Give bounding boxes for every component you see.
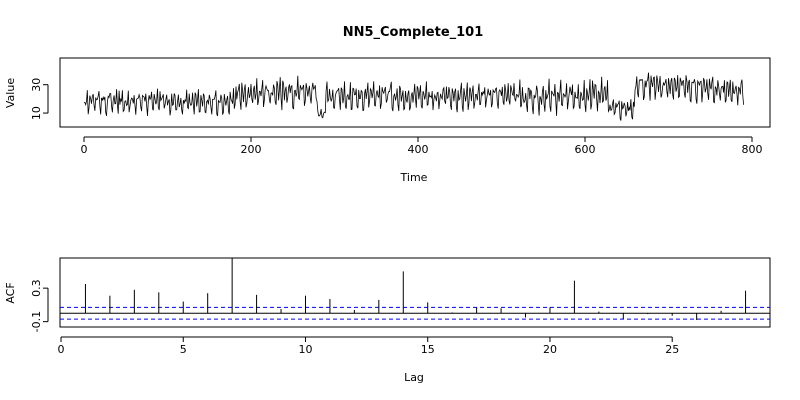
acf-plot-panel: 0 5 10 15 20 25 -0.1 0.3 [30, 257, 771, 356]
acf-x-tick-label: 10 [298, 343, 312, 356]
acf-x-tick-label: 25 [665, 343, 679, 356]
acf-xlabel: Lag [404, 371, 424, 384]
ts-plot-panel: 0 200 400 600 800 10 30 [30, 57, 771, 156]
ts-xlabel: Time [400, 171, 428, 184]
ts-title: NN5_Complete_101 [343, 25, 484, 40]
ts-x-tick-label: 200 [241, 143, 262, 156]
ts-ylabel: Value [4, 78, 17, 108]
ts-x-tick-label: 800 [742, 143, 763, 156]
ts-y-tick-label: 10 [30, 106, 43, 120]
ts-plot-box [59, 57, 771, 128]
ts-x-tick-label: 400 [408, 143, 429, 156]
acf-x-tick-label: 0 [58, 343, 65, 356]
acf-y-tick-label: -0.1 [30, 311, 43, 332]
ts-x-tick-label: 0 [81, 143, 88, 156]
ts-x-tick-label: 600 [575, 143, 596, 156]
ts-y-tick-label: 30 [30, 78, 43, 92]
ts-series-line [83, 72, 744, 121]
acf-ylabel: ACF [4, 282, 17, 303]
acf-x-tick-label: 5 [180, 343, 187, 356]
acf-x-tick-label: 15 [421, 343, 435, 356]
acf-plot-box [59, 257, 771, 328]
acf-x-tick-label: 20 [543, 343, 557, 356]
acf-y-tick-label: 0.3 [30, 279, 43, 297]
